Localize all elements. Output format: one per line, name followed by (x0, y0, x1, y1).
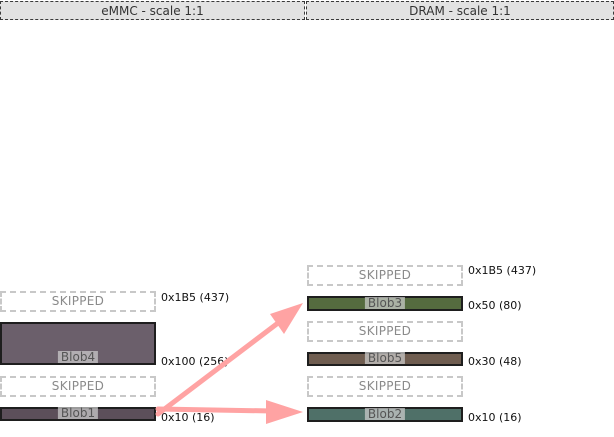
blob4-label: Blob4 (57, 351, 99, 363)
blob2-label: Blob2 (364, 408, 406, 420)
blob5-region: Blob5 (307, 352, 463, 366)
arrow-blob1-to-blob2-head (266, 400, 303, 424)
dram-address-0x30: 0x30 (48) (468, 355, 522, 368)
blob5-label: Blob5 (364, 352, 406, 364)
dram-address-0x1b5: 0x1B5 (437) (468, 264, 537, 277)
dram-skipped-region-top: SKIPPED (307, 265, 463, 286)
emmc-column-header: eMMC - scale 1:1 (0, 1, 305, 20)
arrow-blob1-to-blob3-head (270, 303, 303, 334)
emmc-address-0x1b5: 0x1B5 (437) (161, 291, 230, 304)
emmc-address-0x100: 0x100 (256) (161, 355, 229, 368)
dram-skipped-region-mid: SKIPPED (307, 321, 463, 342)
arrow-blob1-to-blob3-shaft (155, 320, 281, 417)
blob3-region: Blob3 (307, 296, 463, 311)
emmc-skipped-region-top: SKIPPED (0, 291, 156, 312)
dram-address-0x10: 0x10 (16) (468, 411, 522, 424)
blob4-region: Blob4 (0, 322, 156, 365)
blob3-label: Blob3 (364, 297, 406, 309)
blob1-region: Blob1 (0, 407, 156, 421)
dram-skipped-region-low: SKIPPED (307, 376, 463, 397)
blob1-label: Blob1 (57, 407, 99, 419)
emmc-address-0x10: 0x10 (16) (161, 411, 215, 424)
dram-column-header: DRAM - scale 1:1 (306, 1, 614, 20)
dram-address-0x50: 0x50 (80) (468, 299, 522, 312)
emmc-skipped-region-mid: SKIPPED (0, 376, 156, 397)
blob2-region: Blob2 (307, 407, 463, 422)
